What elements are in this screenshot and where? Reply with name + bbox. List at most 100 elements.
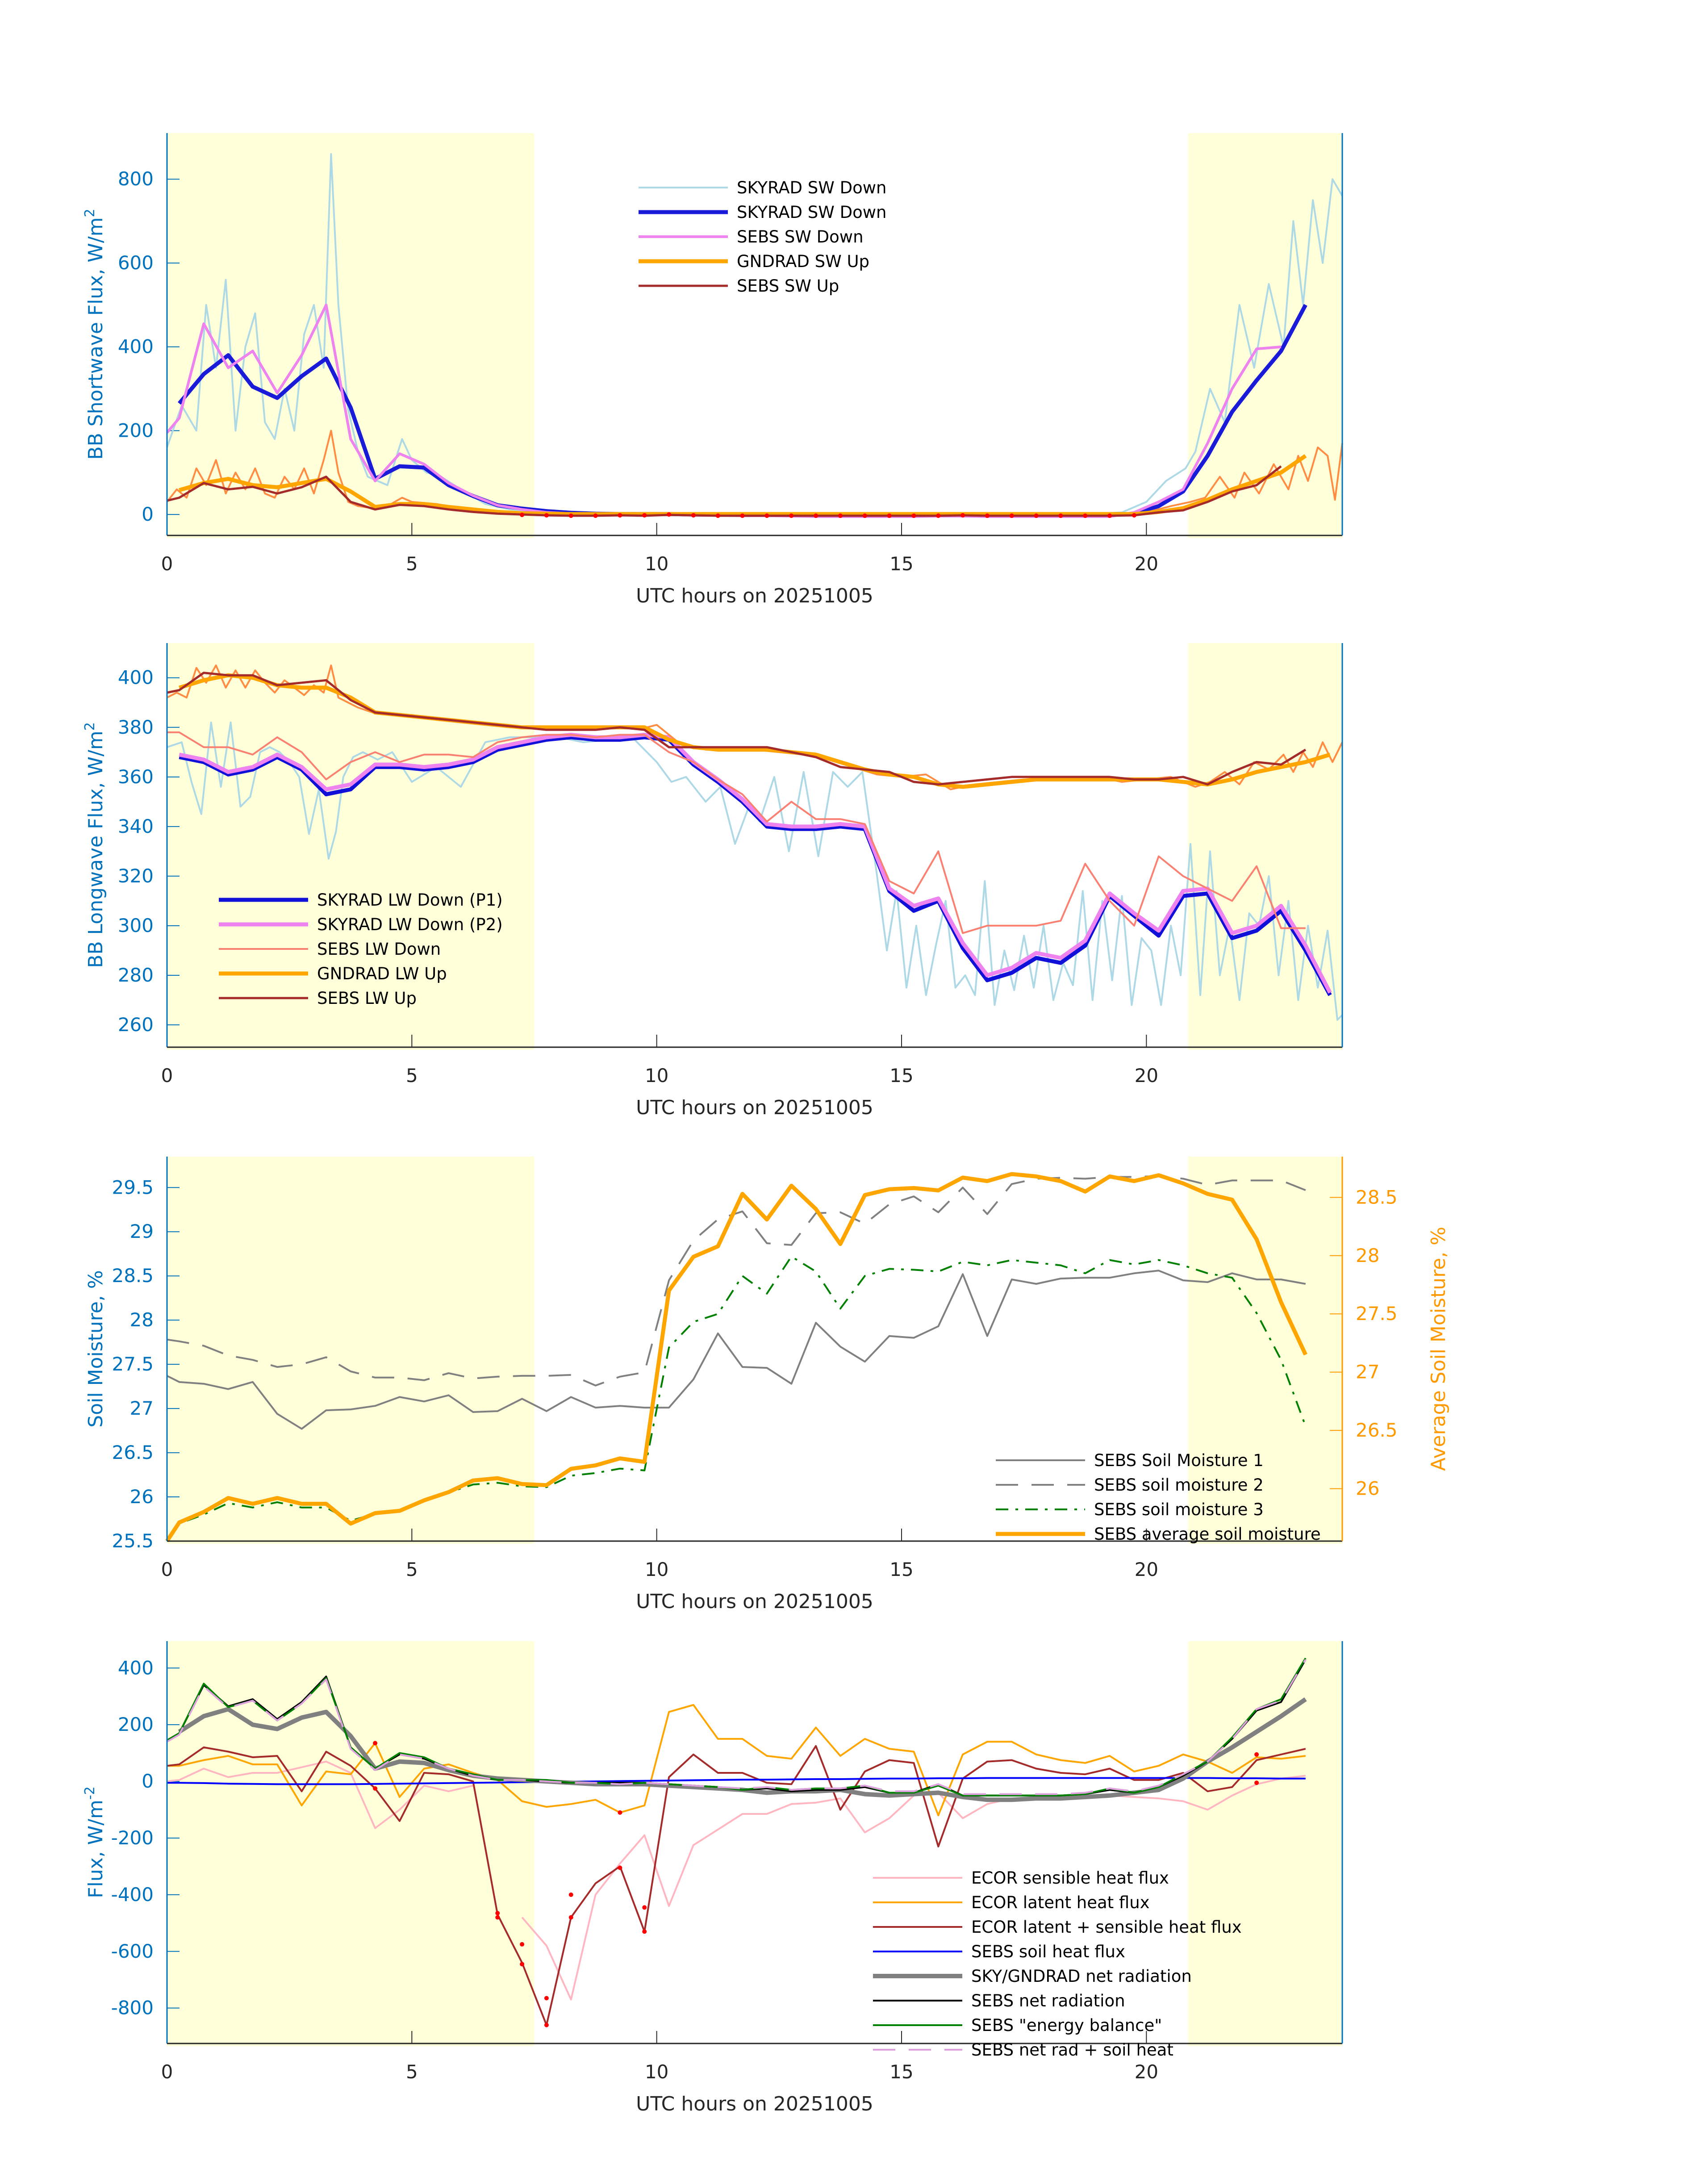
legend-entry: SEBS LW Up	[317, 989, 417, 1008]
y-tick-label: -400	[111, 1884, 154, 1905]
y-tick-label: -600	[111, 1940, 154, 1962]
legend-entry: SEBS soil moisture 2	[1094, 1475, 1264, 1495]
y-axis-label: Soil Moisture, %	[84, 1270, 107, 1427]
legend-entry: SKY/GNDRAD net radiation	[971, 1967, 1192, 1986]
flagged-point	[691, 513, 696, 518]
legend-entry: ECOR latent heat flux	[971, 1893, 1150, 1912]
flagged-point	[544, 2022, 549, 2027]
y-tick-label: 25.5	[112, 1530, 154, 1552]
flagged-point	[667, 512, 672, 517]
night-shading	[1188, 1157, 1342, 1544]
x-tick-label: 15	[889, 1559, 913, 1580]
flagged-point	[495, 1911, 500, 1916]
y-tick-label: 0	[142, 1770, 154, 1792]
flagged-point	[1083, 513, 1088, 518]
legend-entry: SKYRAD LW Down (P1)	[317, 890, 503, 910]
legend-entry: SEBS "energy balance"	[971, 2016, 1162, 2035]
flagged-point	[642, 513, 647, 518]
series-line-sebs-soil-heat-flux	[167, 1777, 1306, 1785]
night-shading	[167, 133, 535, 538]
series-line-skyrad-lw-down-raw-p1-	[167, 721, 1343, 1021]
flagged-point	[936, 513, 941, 518]
y2-axis-label: Average Soil Moisture, %	[1427, 1227, 1450, 1471]
y-tick-label: 280	[118, 964, 154, 986]
y-tick-label: 300	[118, 915, 154, 936]
y-tick-label: 29	[130, 1220, 154, 1242]
x-tick-label: 20	[1135, 1559, 1158, 1580]
y2-tick-label: 28.5	[1356, 1186, 1398, 1208]
flagged-point	[715, 513, 720, 518]
flagged-point	[568, 513, 573, 518]
y-tick-label: -200	[111, 1827, 154, 1849]
x-tick-label: 15	[889, 2061, 913, 2083]
flagged-point	[960, 513, 965, 518]
flagged-point	[373, 1786, 378, 1791]
series-line-ecor-latent-heat-flux	[167, 1704, 1306, 1817]
y-axis-label-superscript: -2	[82, 1786, 98, 1800]
y-tick-label: 26.5	[112, 1442, 154, 1463]
y2-tick-label: 26	[1356, 1478, 1379, 1500]
flagged-point	[740, 513, 745, 518]
y-tick-label: 28.5	[112, 1265, 154, 1287]
legend-entry: SEBS soil heat flux	[971, 1942, 1125, 1961]
series-line-sebs-lw-down	[167, 731, 1306, 934]
legend-entry: SEBS SW Up	[737, 276, 839, 296]
x-axis-label: UTC hours on 20251005	[636, 2093, 873, 2115]
series-line-sebs-lw-up	[167, 672, 1307, 786]
night-shading	[1188, 1641, 1342, 2046]
x-tick-label: 10	[645, 553, 668, 575]
legend-entry: SKYRAD SW Down	[737, 203, 886, 222]
legend-entry: GNDRAD LW Up	[317, 964, 447, 983]
flagged-point	[887, 513, 892, 518]
y-axis-label: BB Longwave Flux, W/m2	[82, 722, 107, 968]
flagged-point	[642, 1905, 647, 1910]
flagged-point	[495, 1915, 500, 1920]
legend-entry: SEBS soil moisture 3	[1094, 1500, 1264, 1519]
x-axis-label: UTC hours on 20251005	[636, 1096, 873, 1119]
flagged-point	[593, 513, 598, 518]
y-axis-label-superscript: 2	[82, 209, 98, 217]
y-tick-label: 400	[118, 336, 154, 358]
x-axis-label: UTC hours on 20251005	[636, 1590, 873, 1613]
flagged-point	[1254, 1780, 1259, 1785]
flagged-point	[544, 1996, 549, 2001]
x-tick-label: 0	[161, 1065, 173, 1086]
flagged-point	[642, 1929, 647, 1934]
x-tick-label: 5	[406, 553, 418, 575]
x-tick-label: 20	[1135, 1065, 1158, 1086]
y2-tick-label: 26.5	[1356, 1419, 1398, 1441]
series-line-gndrad-lw-up-raw	[167, 664, 1343, 790]
flagged-point	[568, 1915, 573, 1920]
series-line-sebs-net-rad-soil-heat	[166, 1659, 1307, 1795]
legend-entry: SEBS net radiation	[971, 1991, 1125, 2010]
x-tick-label: 0	[161, 553, 173, 575]
legend-entry: SEBS net rad + soil heat	[971, 2040, 1173, 2060]
night-shading	[167, 643, 535, 1050]
x-tick-label: 5	[406, 1559, 418, 1580]
series-line-ecor-latent-sensible-heat-flux	[167, 1745, 1306, 2026]
x-tick-label: 20	[1135, 553, 1158, 575]
y2-tick-label: 27.5	[1356, 1303, 1398, 1325]
flagged-point	[814, 513, 819, 518]
night-shading	[1188, 643, 1342, 1050]
flagged-point	[911, 513, 916, 518]
y2-tick-label: 27	[1356, 1361, 1379, 1383]
y-tick-label: 27	[130, 1397, 154, 1419]
x-tick-label: 10	[645, 2061, 668, 2083]
x-tick-label: 10	[645, 1559, 668, 1580]
y-tick-label: 28	[130, 1309, 154, 1331]
flagged-point	[373, 1741, 378, 1746]
y-tick-label: 26	[130, 1486, 154, 1508]
flagged-point	[544, 513, 549, 518]
legend-entry: SKYRAD LW Down (P2)	[317, 915, 503, 934]
x-tick-label: 5	[406, 2061, 418, 2083]
flagged-point	[838, 513, 843, 518]
legend-entry: ECOR sensible heat flux	[971, 1868, 1169, 1888]
x-tick-label: 15	[889, 1065, 913, 1086]
flagged-point	[568, 1892, 573, 1897]
flagged-point	[789, 513, 794, 518]
flagged-point	[764, 513, 769, 518]
series-line-sebs-average-soil-moisture	[165, 1172, 1307, 1542]
flagged-point	[1009, 513, 1014, 518]
